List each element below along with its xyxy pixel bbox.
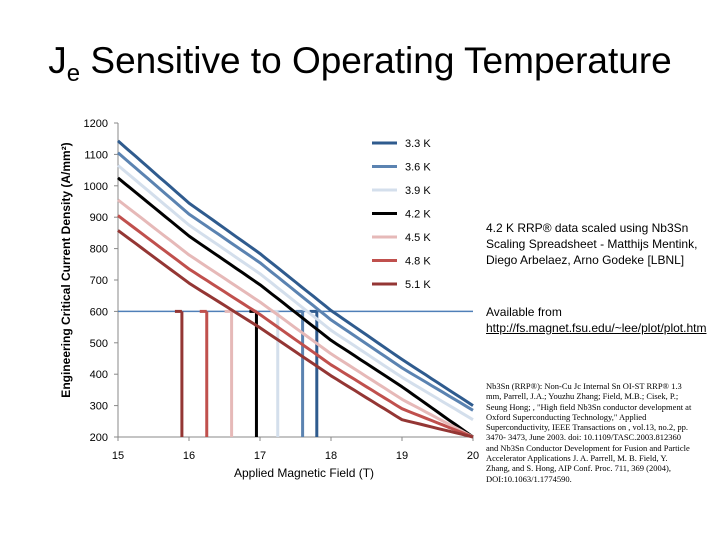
series-line: [117, 164, 474, 421]
y-tick-label: 200: [90, 432, 108, 444]
y-tick-label: 400: [90, 369, 108, 381]
legend-label: 4.8 K: [405, 256, 431, 268]
chart-title: Je Sensitive to Operating Temperature: [0, 40, 720, 88]
legend-label: 4.2 K: [405, 209, 431, 221]
x-axis-label: Applied Magnetic Field (T): [233, 466, 375, 480]
series-line: [117, 151, 474, 412]
y-tick-label: 600: [90, 306, 108, 318]
y-tick-label: 700: [90, 275, 108, 287]
series-line: [117, 176, 474, 439]
y-tick-label: 1000: [84, 181, 108, 193]
y-tick-label: 1200: [84, 118, 108, 130]
series-line: [117, 229, 474, 439]
plot-link[interactable]: http://fs.magnet.fsu.edu/~lee/plot/plot.…: [486, 321, 707, 335]
title-subscript: e: [66, 60, 81, 87]
availability-note: Available from http://fs.magnet.fsu.edu/…: [486, 304, 706, 336]
legend-label: 3.6 K: [405, 162, 431, 174]
y-axis-label: Engineering Critical Current Density (A/…: [59, 142, 73, 398]
x-tick-label: 17: [254, 450, 266, 462]
y-tick-label: 1100: [84, 149, 108, 161]
y-tick-label: 500: [90, 338, 108, 350]
y-tick-label: 300: [90, 401, 108, 413]
series-line: [117, 214, 474, 439]
availability-label: Available from: [486, 305, 562, 319]
series-line: [117, 198, 474, 439]
title-rest: Sensitive to Operating Temperature: [80, 40, 672, 81]
legend-label: 3.3 K: [405, 138, 431, 150]
series-line: [117, 139, 474, 407]
legend-label: 3.9 K: [405, 185, 431, 197]
x-tick-label: 20: [467, 450, 479, 462]
reference-citation: Nb3Sn (RRP®): Non-Cu Jc Internal Sn OI-S…: [486, 381, 692, 484]
scaling-note: 4.2 K RRP® data scaled using Nb3Sn Scali…: [486, 221, 698, 267]
x-tick-label: 15: [112, 450, 124, 462]
title-j: J: [48, 40, 67, 81]
x-tick-label: 18: [325, 450, 337, 462]
x-tick-label: 16: [183, 450, 195, 462]
y-tick-label: 900: [90, 212, 108, 224]
legend-label: 4.5 K: [405, 232, 431, 244]
y-tick-label: 800: [90, 244, 108, 256]
x-tick-label: 19: [396, 450, 408, 462]
legend-label: 5.1 K: [405, 279, 431, 291]
